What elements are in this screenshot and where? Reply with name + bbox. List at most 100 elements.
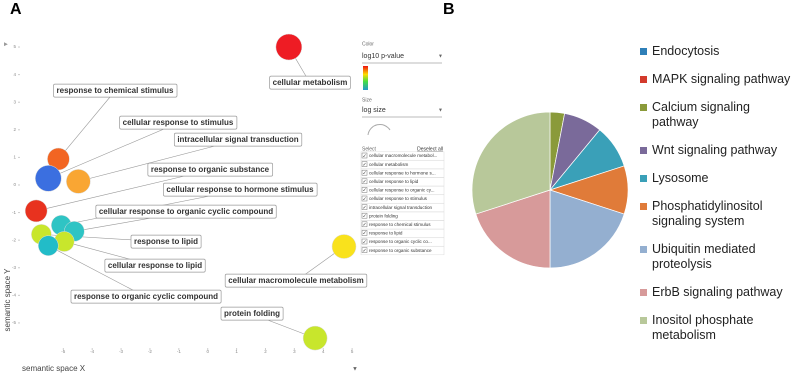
bubble-label: response to organic cyclic compound [74,292,218,301]
bubble-label: cellular metabolism [273,78,348,87]
bubble-label: response to organic substance [151,165,270,174]
legend-item: Lysosome [640,171,796,186]
legend-swatch [640,104,647,111]
legend-label: Endocytosis [652,44,720,58]
checkbox-mark: ✓ [363,196,367,202]
x-tick-label: 0 [206,349,209,354]
x-tick-label: -5 [61,349,65,354]
bubble[interactable] [66,169,91,194]
deselect-link[interactable]: Deselect all [417,146,443,152]
select-item[interactable]: cellular response to stimulus [369,196,428,201]
pie-slice[interactable] [471,111,551,215]
select-item[interactable]: response to organic substance [369,248,432,253]
select-item[interactable]: cellular response to hormone s... [369,170,436,175]
label-box [95,204,277,219]
checkbox[interactable] [361,169,368,176]
pie-slice[interactable] [475,189,551,269]
checkbox[interactable] [361,178,368,185]
bubble[interactable] [275,33,303,61]
label-box [104,258,206,273]
dropdown-arrow[interactable]: ▼ [438,53,443,59]
checkbox-mark: ✓ [363,179,367,185]
select-item[interactable]: protein folding [369,213,398,218]
control-title: Size [362,97,372,103]
legend-item: Calcium signaling pathway [640,100,796,130]
checkbox[interactable] [361,230,368,236]
bubble-label: cellular macromolecule metabolism [228,276,364,285]
x-tick-label: 1 [235,349,238,354]
checkbox-mark: ✓ [363,153,367,159]
pie-slice[interactable] [549,189,625,269]
dropdown-arrow[interactable]: ▼ [352,367,358,373]
y-tick-label: -5 [12,320,16,325]
checkbox[interactable] [361,212,368,219]
y-tick-label: 5 [13,44,16,49]
select-item[interactable]: cellular response to lipid [369,179,419,184]
y-tick-label: 0 [13,182,16,187]
legend-item: Endocytosis [640,44,796,59]
select-item[interactable]: response to chemical stimulus [369,222,431,227]
checkbox-mark: ✓ [363,171,367,177]
checkbox-mark: ✓ [363,214,367,220]
checkbox-mark: ✓ [363,205,367,211]
control-title: Select [362,146,377,152]
checkbox-mark: ✓ [363,239,367,245]
legend-label: ErbB signaling pathway [652,285,783,299]
y-tick-label: -3 [12,265,16,270]
panel-label: A [10,1,22,18]
select-item[interactable]: cellular metabolism [369,162,408,167]
control-value[interactable]: log size [362,107,386,114]
leader-line [58,90,116,160]
checkbox[interactable] [361,152,368,159]
checkbox[interactable] [361,187,368,193]
arrow: ▶ [4,41,8,47]
x-tick-label: -1 [177,349,181,354]
legend-label: Ubiquitin mediated proteolysis [652,242,756,271]
legend-item: Ubiquitin mediated proteolysis [640,242,796,272]
bubble-label: protein folding [224,309,280,318]
x-axis-label: semantic space X [22,364,86,373]
bubbles [24,33,357,351]
bubble[interactable] [38,235,59,256]
bubble[interactable] [24,199,48,223]
checkbox[interactable] [361,204,368,210]
y-tick-label: -4 [12,293,16,298]
y-tick-label: 4 [13,72,16,77]
label-box [130,234,202,249]
bubble[interactable] [331,234,357,259]
checkbox[interactable] [361,161,368,167]
legend-label: Inositol phosphate metabolism [652,313,754,342]
label-box [53,83,178,98]
y-tick-label: 2 [13,127,16,132]
bubble[interactable] [35,165,62,192]
bubble-label: cellular response to organic cyclic comp… [99,207,273,216]
control-value[interactable]: log10 p-value [362,53,404,60]
legend: Endocytosis MAPK signaling pathway Calcium… [640,44,796,356]
select-item[interactable]: response to lipid [369,231,403,236]
select-item[interactable]: intracellular signal transduction [369,205,433,210]
checkbox[interactable] [361,238,368,245]
control-title: Color [362,41,374,47]
label-box [220,306,284,321]
checkbox[interactable] [361,221,368,228]
legend-swatch [640,317,647,324]
checkbox[interactable] [361,247,368,253]
select-item[interactable]: response to organic cyclic co... [369,239,432,244]
dropdown-arrow[interactable]: ▼ [438,107,443,113]
leader-line [48,122,179,179]
bubble[interactable] [302,325,328,351]
label-box [70,289,222,304]
size-arc [367,124,391,136]
leader-line [36,169,211,212]
select-item[interactable]: cellular response to organic cy... [369,188,435,193]
bubble-label: cellular response to hormone stimulus [166,185,314,194]
checkbox[interactable] [361,195,368,202]
x-tick-label: 3 [293,349,296,354]
legend-label: Wnt signaling pathway [652,143,778,157]
label-box [224,273,368,288]
y-tick-label: 3 [13,99,16,104]
checkbox-mark: ✓ [363,188,367,194]
select-item[interactable]: cellular macromolecule metabol... [369,153,437,158]
